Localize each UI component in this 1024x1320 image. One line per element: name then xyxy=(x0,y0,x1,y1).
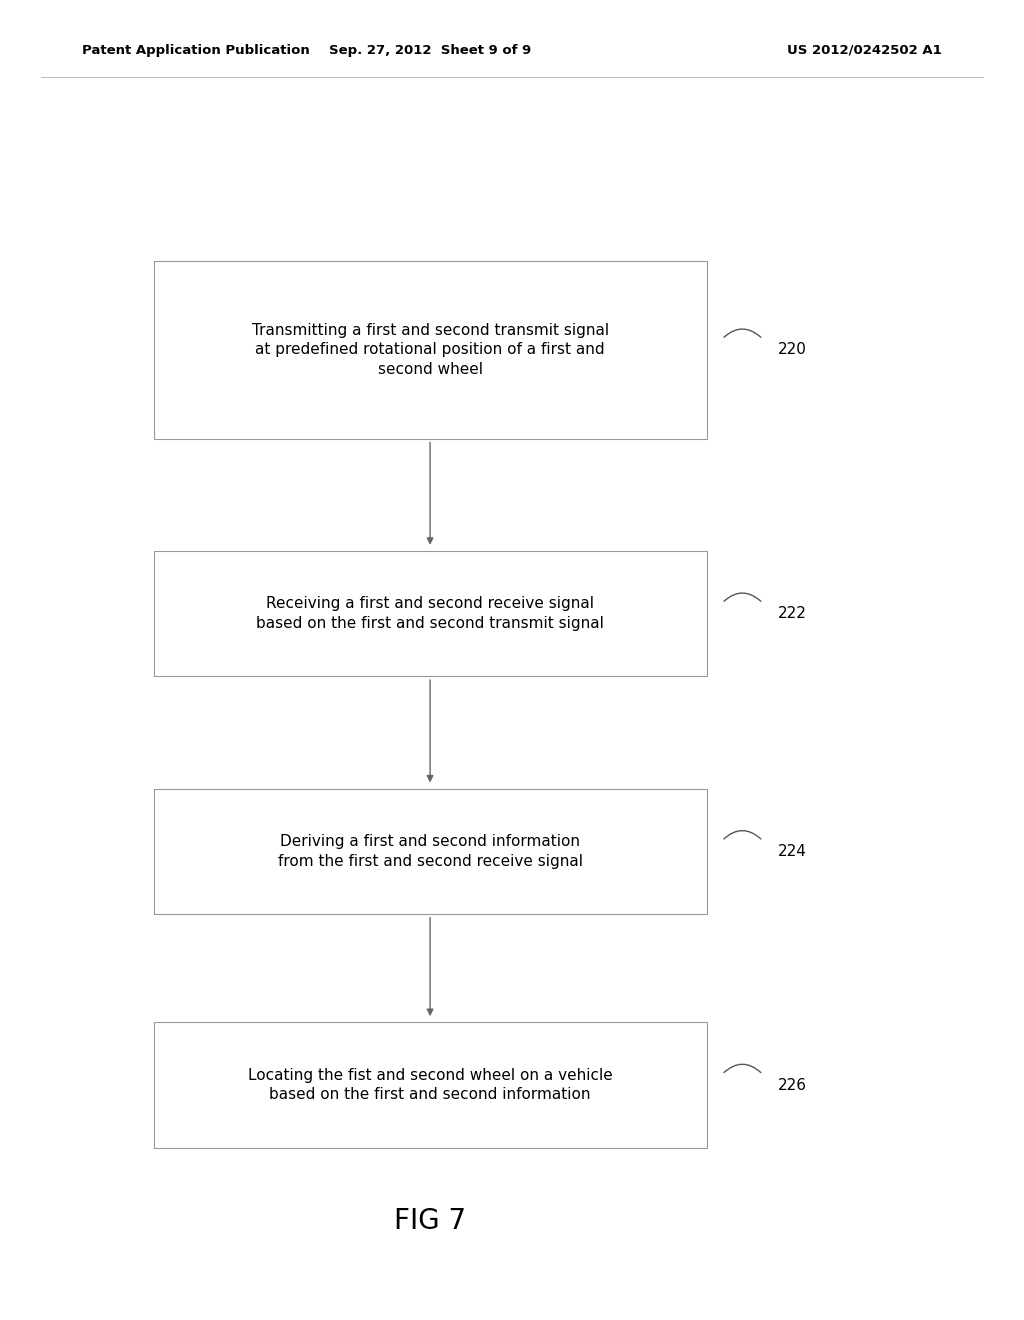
Text: Transmitting a first and second transmit signal
at predefined rotational positio: Transmitting a first and second transmit… xyxy=(252,322,608,378)
Bar xyxy=(154,1022,707,1147)
Text: 224: 224 xyxy=(778,843,807,859)
Text: Patent Application Publication: Patent Application Publication xyxy=(82,44,309,57)
Text: Sep. 27, 2012  Sheet 9 of 9: Sep. 27, 2012 Sheet 9 of 9 xyxy=(329,44,531,57)
Text: Locating the fist and second wheel on a vehicle
based on the first and second in: Locating the fist and second wheel on a … xyxy=(248,1068,612,1102)
Text: 220: 220 xyxy=(778,342,807,358)
Bar xyxy=(154,261,707,438)
Text: FIG 7: FIG 7 xyxy=(394,1206,466,1236)
Text: 226: 226 xyxy=(778,1077,807,1093)
Bar xyxy=(154,789,707,913)
Text: Deriving a first and second information
from the first and second receive signal: Deriving a first and second information … xyxy=(278,834,583,869)
Text: US 2012/0242502 A1: US 2012/0242502 A1 xyxy=(787,44,942,57)
Text: Receiving a first and second receive signal
based on the first and second transm: Receiving a first and second receive sig… xyxy=(256,597,604,631)
Bar xyxy=(154,552,707,676)
Text: 222: 222 xyxy=(778,606,807,622)
